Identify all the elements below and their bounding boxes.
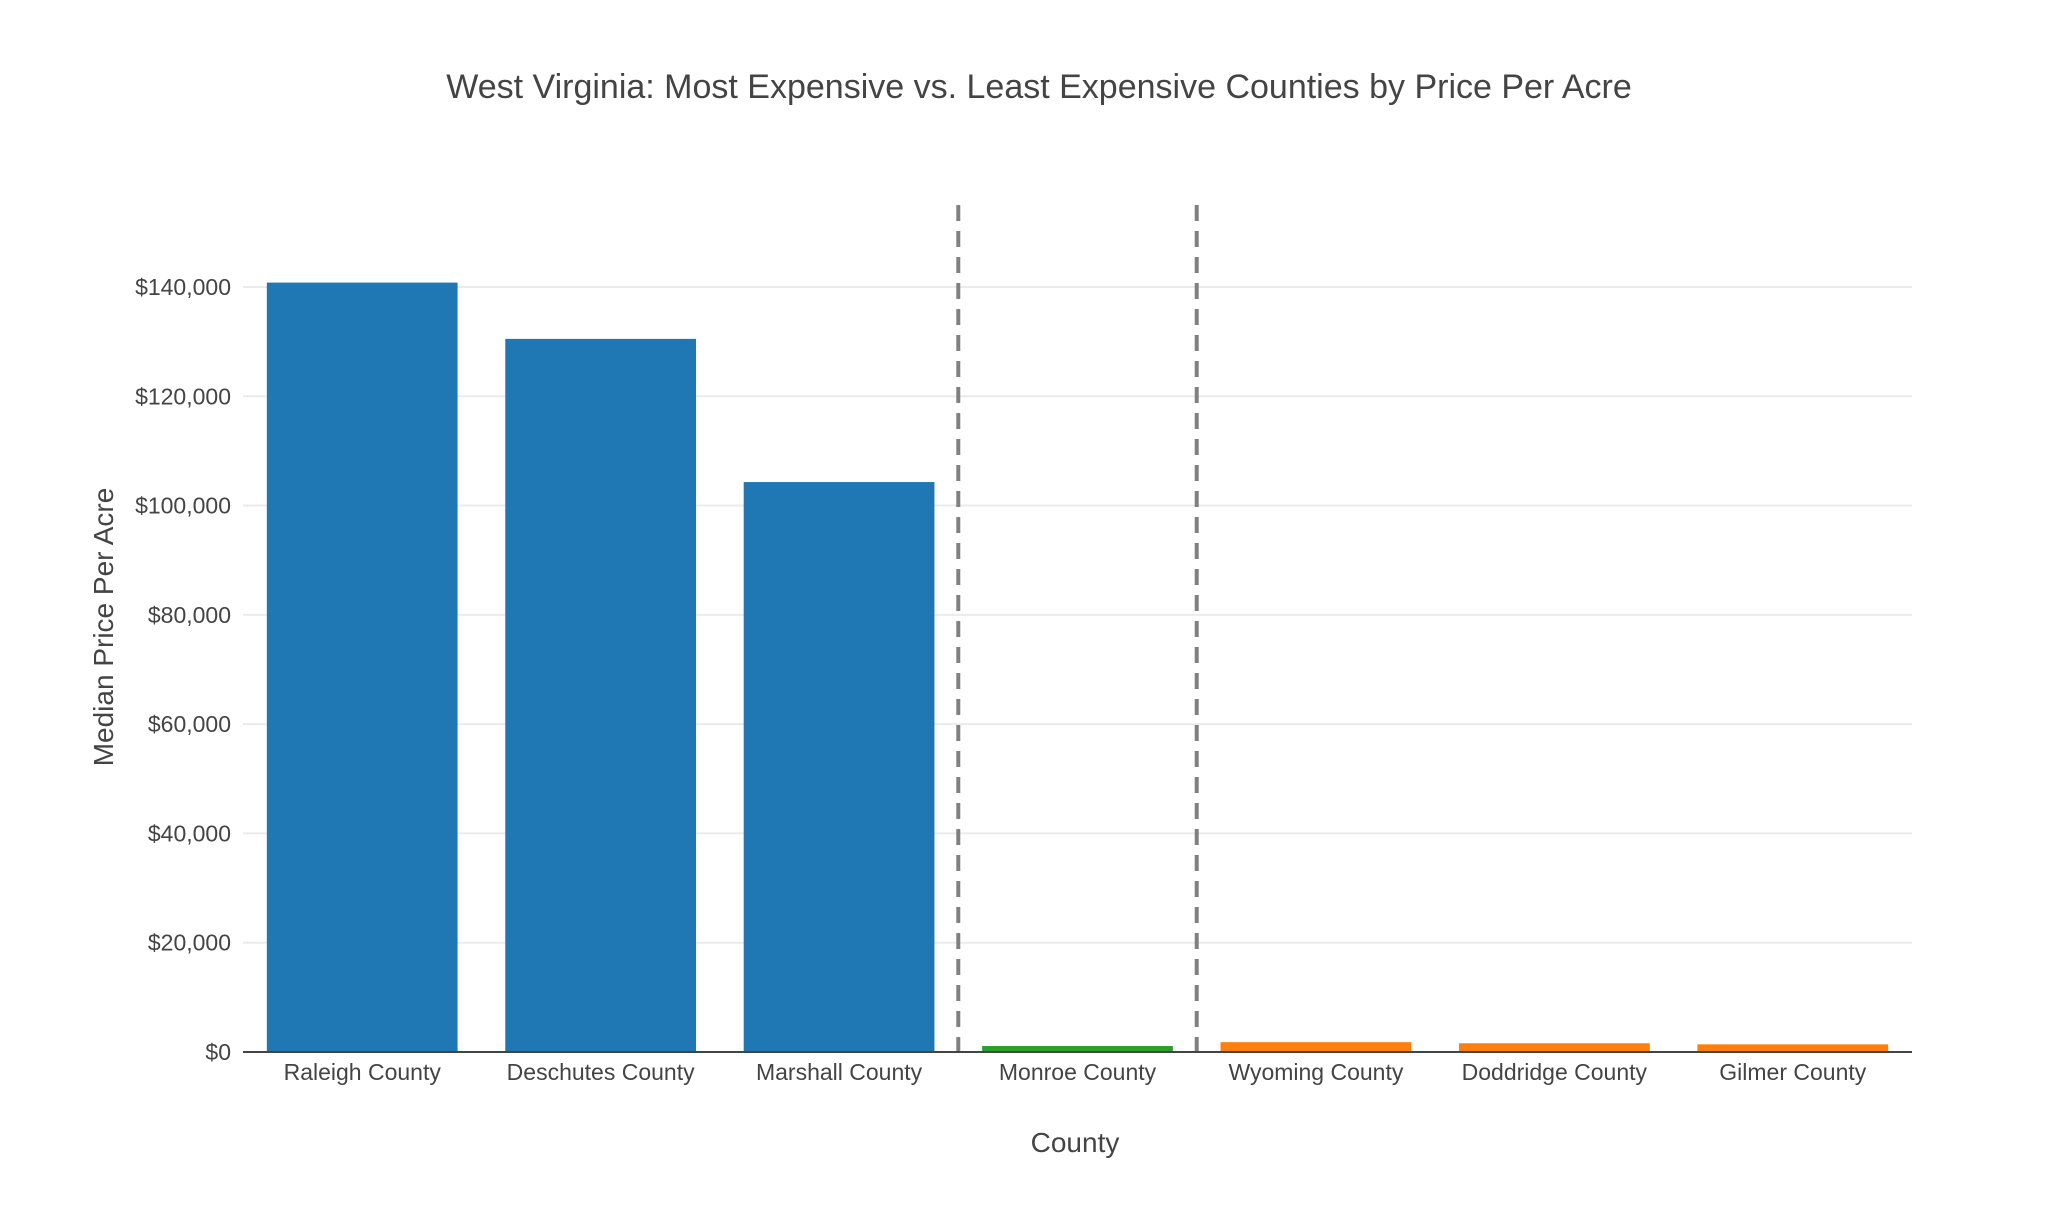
y-tick-label: $100,000 [135, 493, 231, 519]
y-tick-labels: $0 $20,000 $40,000 $60,000 $80,000 $100,000 $1… [135, 274, 231, 1065]
y-tick-label: $120,000 [135, 383, 231, 409]
gridlines [243, 285, 1912, 944]
y-tick-label: $20,000 [148, 930, 231, 956]
bar[interactable] [982, 1045, 1173, 1052]
x-tick-label: Monroe County [999, 1059, 1157, 1085]
bar[interactable] [1220, 1042, 1412, 1052]
x-tick-label: Gilmer County [1719, 1059, 1866, 1085]
y-tick-label: $80,000 [148, 602, 231, 628]
y-tick-label: $60,000 [148, 711, 231, 737]
bar[interactable] [505, 338, 697, 1053]
y-axis-title: Median Price Per Acre [88, 488, 119, 767]
x-tick-label: Wyoming County [1228, 1059, 1403, 1085]
bar[interactable] [743, 482, 935, 1052]
x-tick-label: Deschutes County [507, 1059, 695, 1085]
y-tick-label: $140,000 [135, 274, 231, 300]
bars [266, 282, 1889, 1053]
group-dividers [956, 205, 1199, 1052]
bar[interactable] [1697, 1044, 1889, 1052]
x-tick-label: Marshall County [756, 1059, 923, 1085]
y-tick-label: $0 [205, 1039, 231, 1065]
chart-title: West Virginia: Most Expensive vs. Least … [446, 68, 1632, 106]
bar[interactable] [1458, 1043, 1650, 1052]
x-axis-title: County [1031, 1127, 1120, 1158]
x-tick-label: Raleigh County [284, 1059, 442, 1085]
bar[interactable] [266, 282, 458, 1052]
x-tick-label: Doddridge County [1462, 1059, 1648, 1085]
x-tick-labels: Raleigh County Deschutes County Marshall C… [284, 1059, 1867, 1085]
y-tick-label: $40,000 [148, 820, 231, 846]
